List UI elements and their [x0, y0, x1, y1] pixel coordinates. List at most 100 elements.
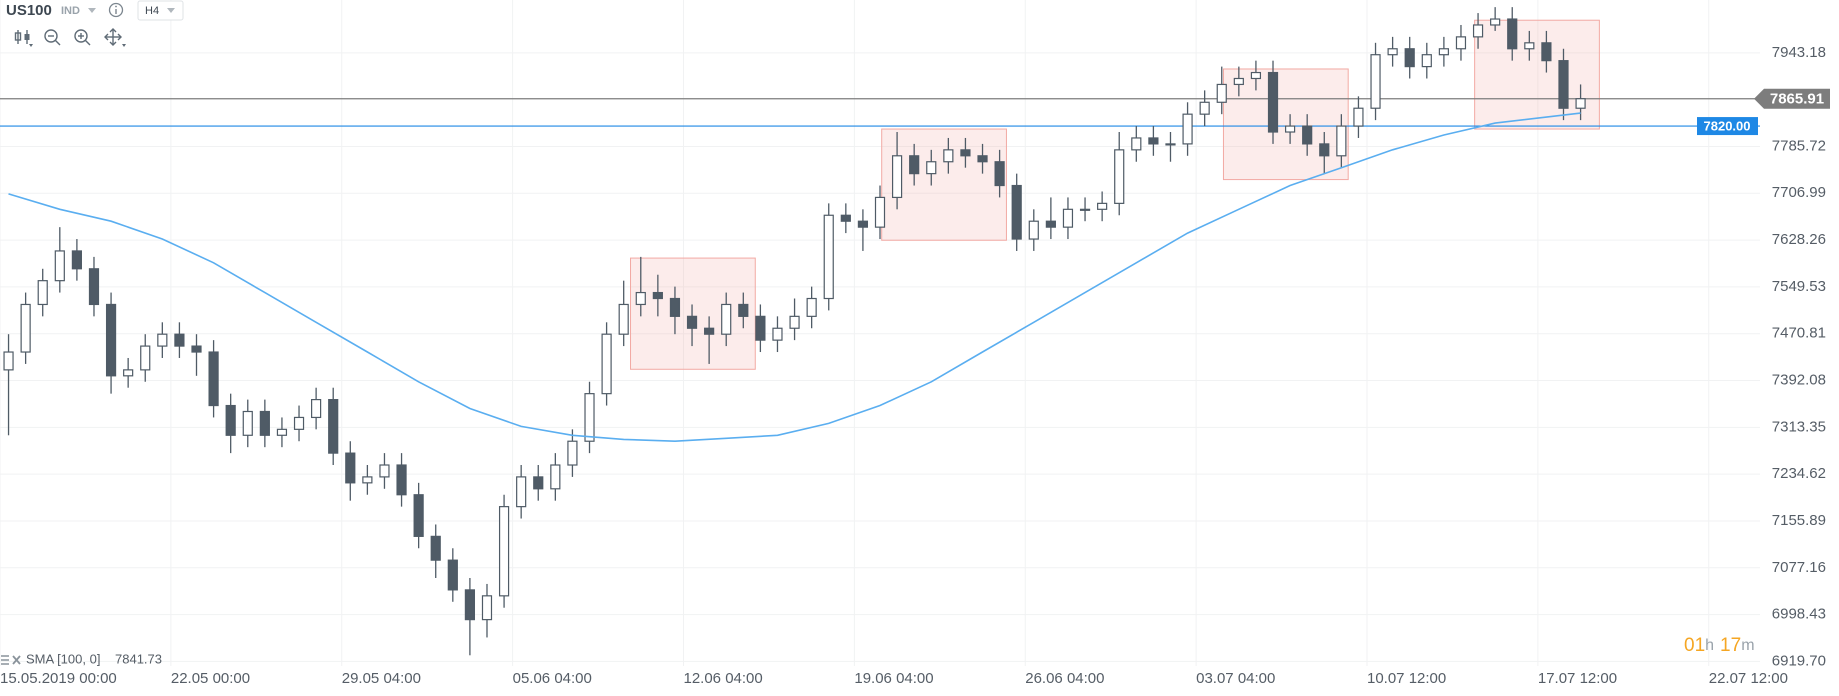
- candle-body: [704, 327, 715, 335]
- candle-body: [464, 589, 476, 621]
- toolbar: US100 IND H4: [6, 0, 184, 47]
- timer-minutes: 17: [1720, 635, 1741, 656]
- candle-body: [1302, 125, 1313, 145]
- candle-body: [1148, 137, 1159, 145]
- y-tick-label: 7392.08: [1772, 371, 1826, 388]
- candle-body: [191, 345, 202, 353]
- y-tick-label: 7785.72: [1772, 137, 1826, 154]
- zone: [1474, 19, 1600, 130]
- candle-body: [1216, 83, 1227, 103]
- info-icon-dot: [115, 5, 117, 8]
- candle-body: [1199, 101, 1210, 115]
- y-tick-label: 7943.18: [1772, 44, 1826, 61]
- x-tick-label: 10.07 12:00: [1367, 670, 1446, 687]
- x-tick-label: 26.06 04:00: [1025, 670, 1104, 687]
- candle-body: [1438, 48, 1449, 56]
- candle-body: [1267, 71, 1279, 133]
- x-tick-label: 19.06 04:00: [854, 670, 933, 687]
- market-dropdown[interactable]: [88, 8, 96, 13]
- candle-body: [1490, 18, 1501, 26]
- timer-minutes-unit: m: [1741, 637, 1754, 654]
- candle-body: [1233, 77, 1244, 86]
- zone: [1222, 68, 1349, 181]
- candle-body: [1097, 202, 1108, 210]
- symbol[interactable]: US100: [6, 2, 52, 19]
- candle-body: [481, 595, 493, 621]
- candle-body: [601, 333, 612, 395]
- candle-timer: 01h 17m: [1684, 635, 1755, 656]
- timeframe: H4: [145, 5, 159, 17]
- candle-body: [276, 428, 288, 436]
- candle-body: [1353, 107, 1364, 127]
- candle-body: [755, 315, 766, 341]
- zone: [630, 257, 756, 370]
- candle-body: [1472, 24, 1484, 38]
- candle-body: [311, 399, 322, 419]
- candle-body: [1507, 18, 1518, 50]
- grid: [0, 0, 1760, 666]
- candle-body: [550, 464, 561, 490]
- candle-body: [225, 404, 236, 436]
- zoom-out-button[interactable]: [44, 29, 61, 46]
- timer-hours-unit: h: [1705, 637, 1714, 654]
- y-tick-label: 6919.70: [1772, 652, 1826, 669]
- candle-body: [157, 333, 168, 347]
- price-tag-label: 7820.00: [1704, 119, 1751, 134]
- candle-body: [960, 149, 971, 157]
- candle-body: [430, 535, 441, 561]
- candle-body: [1284, 125, 1296, 133]
- candle-body: [1079, 208, 1091, 211]
- y-tick-label: 7706.99: [1772, 184, 1826, 201]
- candle-body: [721, 303, 732, 335]
- candle-body: [857, 220, 869, 228]
- candle-body: [806, 297, 817, 317]
- candle-body: [1011, 184, 1022, 240]
- zoom-in-button[interactable]: [74, 29, 91, 46]
- candle-body: [413, 494, 424, 537]
- candle-body: [174, 333, 185, 347]
- candle-body: [345, 452, 356, 484]
- candle-body: [362, 476, 373, 484]
- indicator-menu-icon[interactable]: [1, 655, 9, 665]
- candle-body: [567, 440, 578, 466]
- indicator-name: SMA [100, 0]: [26, 651, 100, 666]
- candle-body: [584, 393, 595, 442]
- candle-body: [772, 327, 783, 341]
- candle-body: [909, 155, 920, 175]
- candle-body: [1336, 125, 1347, 157]
- y-tick-label: 7313.35: [1772, 418, 1826, 435]
- candle-body: [3, 351, 14, 371]
- candle-body: [105, 303, 117, 377]
- candle-body: [1062, 208, 1074, 228]
- x-tick-label: 15.05.2019 00:00: [0, 670, 117, 687]
- candle-body: [37, 280, 48, 306]
- indicator-legend: SMA [100, 0] 7841.73: [1, 651, 162, 666]
- info-icon[interactable]: [108, 2, 124, 18]
- candle-body: [140, 345, 151, 371]
- candle-body: [71, 250, 82, 270]
- candle-body: [789, 315, 800, 329]
- indicator-value: 7841.73: [115, 651, 162, 666]
- pan-button[interactable]: [104, 28, 126, 47]
- market: IND: [61, 5, 80, 17]
- x-tick-label: 29.05 04:00: [342, 670, 421, 687]
- indicator-remove-icon[interactable]: [12, 655, 21, 665]
- timeframe-dropdown: [167, 8, 175, 13]
- candle-body: [259, 410, 270, 436]
- candle-body: [516, 476, 527, 508]
- chart-type-button[interactable]: [14, 30, 34, 47]
- candle-body: [1319, 143, 1330, 157]
- y-tick-label: 7234.62: [1772, 465, 1826, 482]
- candle-body: [943, 149, 954, 163]
- candle-body: [618, 303, 629, 335]
- candle-body: [1558, 60, 1569, 109]
- candle-body: [1575, 98, 1586, 109]
- y-tick-label: 7470.81: [1772, 325, 1826, 342]
- timeframe-select[interactable]: [137, 0, 184, 21]
- plot-area: [0, 7, 1760, 656]
- x-tick-label: 22.07 12:00: [1709, 670, 1788, 687]
- candle-body: [20, 303, 31, 353]
- candle-body: [874, 196, 886, 228]
